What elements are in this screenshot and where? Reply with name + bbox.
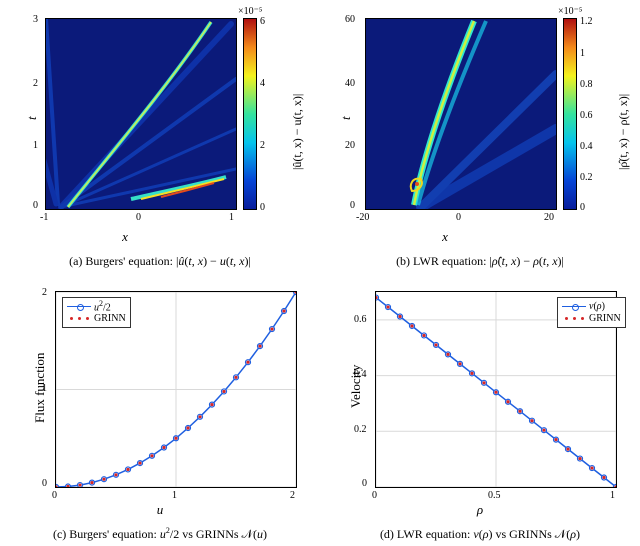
legend-label: GRINN: [589, 313, 621, 324]
panel-c-ylabel: Flux function: [32, 353, 48, 423]
tick: 20: [544, 212, 554, 223]
panel-d-ylabel: Velocity: [348, 365, 364, 408]
cbar-tick: 0: [260, 202, 265, 213]
panel-c-legend: u2/2 GRINN: [62, 297, 131, 328]
panel-d-legend: v(ρ) GRINN: [557, 297, 626, 328]
legend-swatch-dots: [67, 317, 91, 320]
legend-label: u2/2: [94, 299, 111, 313]
legend-swatch-dots: [562, 317, 586, 320]
tick: 0.2: [354, 424, 367, 435]
panel-a-ylabel: t: [24, 116, 40, 120]
tick: 2: [42, 287, 47, 298]
panel-c: 0 1 2 0 1 2 Flux function u u2/2 GRINN (…: [0, 273, 320, 546]
tick: 0: [42, 478, 47, 489]
panel-d-xlabel: ρ: [320, 502, 640, 518]
panel-d-caption: (d) LWR equation: v(ρ) vs GRINNs 𝒩(ρ): [320, 527, 640, 542]
tick: 0.5: [488, 490, 501, 501]
panel-b-ylabel: t: [338, 116, 354, 120]
cbar-tick: 1.2: [580, 16, 593, 27]
tick: 0: [33, 200, 38, 211]
legend-label: GRINN: [94, 313, 126, 324]
legend-label: v(ρ): [589, 301, 605, 312]
panel-c-caption: (c) Burgers' equation: u2/2 vs GRINNs 𝒩(…: [0, 526, 320, 542]
panel-b-colorbar: [563, 18, 577, 210]
tick: 1: [610, 490, 615, 501]
cbar-tick: 1: [580, 48, 585, 59]
cbar-tick: 6: [260, 16, 265, 27]
panel-b-cbar-label: |ρ̂(t, x) − ρ(t, x)|: [616, 20, 631, 170]
tick: 2: [33, 78, 38, 89]
cbar-tick: 0.4: [580, 141, 593, 152]
legend-item: u2/2: [67, 300, 126, 312]
panel-a-cbar-label: |û(t, x) − u(t, x)|: [290, 20, 305, 170]
tick: 1: [172, 490, 177, 501]
tick: 2: [290, 490, 295, 501]
figure-grid: ×10⁻⁵ 0: [0, 0, 640, 546]
legend-item: GRINN: [67, 312, 126, 324]
cbar-tick: 0.6: [580, 110, 593, 121]
tick: 0: [362, 478, 367, 489]
cbar-tick: 4: [260, 78, 265, 89]
tick: 0: [372, 490, 377, 501]
panel-b-heatmap: [365, 18, 557, 210]
tick: 0: [52, 490, 57, 501]
panel-b-exp: ×10⁻⁵: [558, 6, 582, 17]
legend-swatch-line: [67, 306, 91, 307]
tick: -20: [356, 212, 369, 223]
panel-d: 0 0.2 0.4 0.6 0 0.5 1 Velocity ρ v(ρ) GR…: [320, 273, 640, 546]
tick: -1: [40, 212, 48, 223]
panel-b-caption: (b) LWR equation: |ρ̂(t, x) − ρ(t, x)|: [320, 254, 640, 269]
tick: 1: [33, 140, 38, 151]
tick: 3: [33, 14, 38, 25]
heatmap-a-svg: [46, 19, 236, 209]
tick: 0.6: [354, 314, 367, 325]
legend-swatch-line: [562, 306, 586, 307]
panel-b-xlabel: x: [285, 229, 605, 245]
cbar-tick: 0: [580, 202, 585, 213]
legend-item: GRINN: [562, 312, 621, 324]
tick: 1: [229, 212, 234, 223]
cbar-tick: 0.8: [580, 79, 593, 90]
cbar-tick: 0.2: [580, 172, 593, 183]
tick: 40: [345, 78, 355, 89]
panel-a-colorbar: [243, 18, 257, 210]
tick: 0: [456, 212, 461, 223]
panel-a-caption: (a) Burgers' equation: |û(t, x) − u(t, x…: [0, 254, 320, 269]
heatmap-b-svg: [366, 19, 556, 209]
panel-c-xlabel: u: [0, 502, 320, 518]
cbar-tick: 2: [260, 140, 265, 151]
panel-a-heatmap: [45, 18, 237, 210]
panel-b: ×10⁻⁵ 0 20 40 60 -20 0 20 t: [320, 0, 640, 273]
panel-a-exp: ×10⁻⁵: [238, 6, 262, 17]
panel-a: ×10⁻⁵ 0: [0, 0, 320, 273]
tick: 0: [136, 212, 141, 223]
legend-item: v(ρ): [562, 300, 621, 312]
tick: 60: [345, 14, 355, 25]
tick: 20: [345, 140, 355, 151]
panel-a-xlabel: x: [0, 229, 285, 245]
tick: 0: [350, 200, 355, 211]
